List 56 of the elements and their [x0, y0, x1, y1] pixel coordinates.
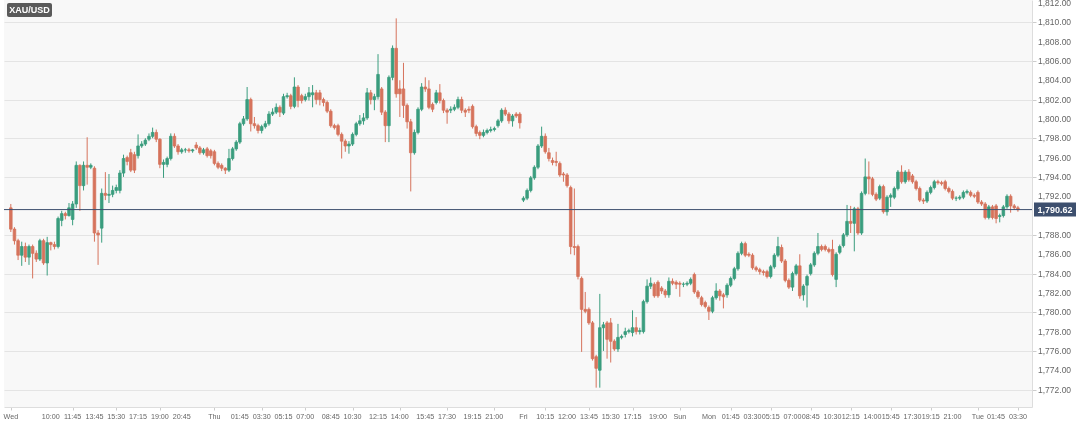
candlestick	[45, 236, 49, 277]
candlestick	[685, 280, 689, 287]
candlestick	[78, 163, 82, 212]
candlestick	[605, 320, 609, 360]
y-tick-label: 1,808.00	[1038, 36, 1072, 47]
candlestick	[281, 93, 286, 116]
candlestick	[852, 206, 856, 252]
candlestick	[227, 148, 231, 173]
candlestick	[427, 79, 431, 110]
candlestick	[627, 328, 631, 335]
y-tick-label: 1,772.00	[1038, 384, 1072, 395]
y-tick-label: 1,784.00	[1038, 268, 1072, 279]
y-tick-label: 1,780.00	[1038, 307, 1072, 318]
candlestick	[245, 86, 249, 122]
y-tick-label: 1,776.00	[1038, 345, 1072, 356]
y-tick-label: 1,806.00	[1038, 55, 1072, 66]
y-tick-label: 1,774.00	[1038, 365, 1072, 376]
candlestick	[161, 159, 166, 179]
candlestick	[147, 132, 151, 142]
candlestick	[707, 304, 711, 321]
candlestick	[870, 176, 875, 197]
candlestick	[867, 160, 871, 195]
y-tick-label: 1,788.00	[1038, 229, 1072, 240]
y-tick-label: 1,804.00	[1038, 75, 1072, 86]
candlestick	[936, 179, 940, 186]
candlestick	[41, 238, 46, 266]
candlestick	[20, 241, 24, 267]
candlestick	[278, 104, 282, 118]
y-tick-label: 1,802.00	[1038, 94, 1072, 105]
candlestick	[805, 274, 809, 308]
candlestick	[129, 148, 133, 173]
candlestick	[965, 188, 969, 195]
y-tick-label: 1,810.00	[1038, 17, 1072, 28]
text: XAU/USD	[9, 5, 51, 15]
y-tick-label: 1,798.00	[1038, 133, 1072, 144]
candlestick	[187, 147, 191, 154]
candlestick	[132, 151, 137, 174]
y-tick-label: 1,778.00	[1038, 326, 1072, 337]
y-tick-label: 1,812.00	[1038, 0, 1072, 8]
y-tick-label: 1,800.00	[1038, 113, 1072, 124]
candlestick	[848, 205, 853, 234]
y-tick-label: 1,794.00	[1038, 171, 1072, 182]
candlestick	[27, 244, 31, 266]
y-tick-label: 1,796.00	[1038, 152, 1072, 163]
y-tick-label: 1,792.00	[1038, 191, 1072, 202]
candlestick	[107, 173, 111, 204]
candlestick	[23, 242, 28, 263]
candlestick	[38, 238, 42, 262]
y-tick-label: 1,782.00	[1038, 287, 1072, 298]
candlestick	[103, 171, 108, 201]
candlestick	[85, 136, 89, 186]
candlestick	[616, 323, 620, 353]
candlestick	[136, 133, 140, 160]
y-tick-label: 1,786.00	[1038, 249, 1072, 260]
ref-line-label: 1,790.62	[1037, 204, 1073, 215]
candlestick	[296, 84, 300, 108]
